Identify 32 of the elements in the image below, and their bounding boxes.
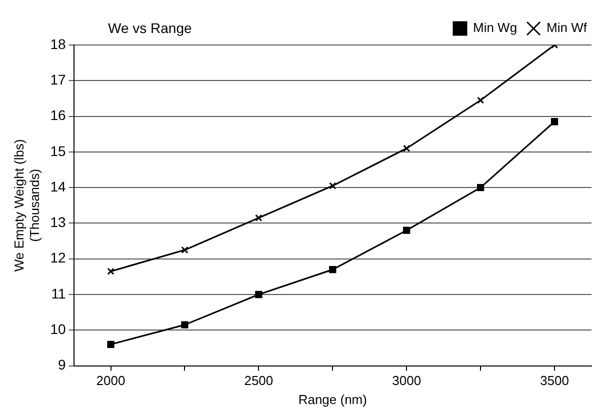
point <box>329 266 336 274</box>
point <box>403 144 410 152</box>
legend-label: Min Wf <box>546 20 588 36</box>
point <box>255 290 262 298</box>
y-tick-label: 17 <box>50 72 66 88</box>
y-tick-label: 18 <box>50 36 66 52</box>
y-tick-label: 14 <box>50 178 66 194</box>
y-tick-label: 15 <box>50 142 66 159</box>
point <box>476 184 484 192</box>
y-axis-title: We Empty Weight (lbs) (Thousands) <box>11 139 42 272</box>
point <box>255 214 262 222</box>
y-tick-label: 16 <box>50 107 66 124</box>
point <box>181 246 188 254</box>
point <box>403 226 410 234</box>
point <box>476 96 484 104</box>
x-tick-label: 2500 <box>244 373 274 388</box>
y-tick-label: 11 <box>51 285 66 302</box>
y-tick-label: 10 <box>50 321 66 338</box>
y-tick-label: 12 <box>50 250 66 266</box>
x-tick-label: 3000 <box>392 373 422 388</box>
y-tick-label: 9 <box>58 356 66 373</box>
x-tick-label: 2000 <box>96 373 126 388</box>
x-axis-title: Range (nm) <box>298 392 367 407</box>
point <box>181 321 188 328</box>
y-tick-label: 13 <box>50 214 66 230</box>
point <box>107 340 114 348</box>
point <box>550 118 558 126</box>
point <box>329 182 336 190</box>
legend-label: Min Wg <box>473 20 518 36</box>
x-tick-label: 3500 <box>540 373 569 388</box>
point <box>107 268 114 275</box>
chart-title: We vs Range <box>108 20 192 36</box>
